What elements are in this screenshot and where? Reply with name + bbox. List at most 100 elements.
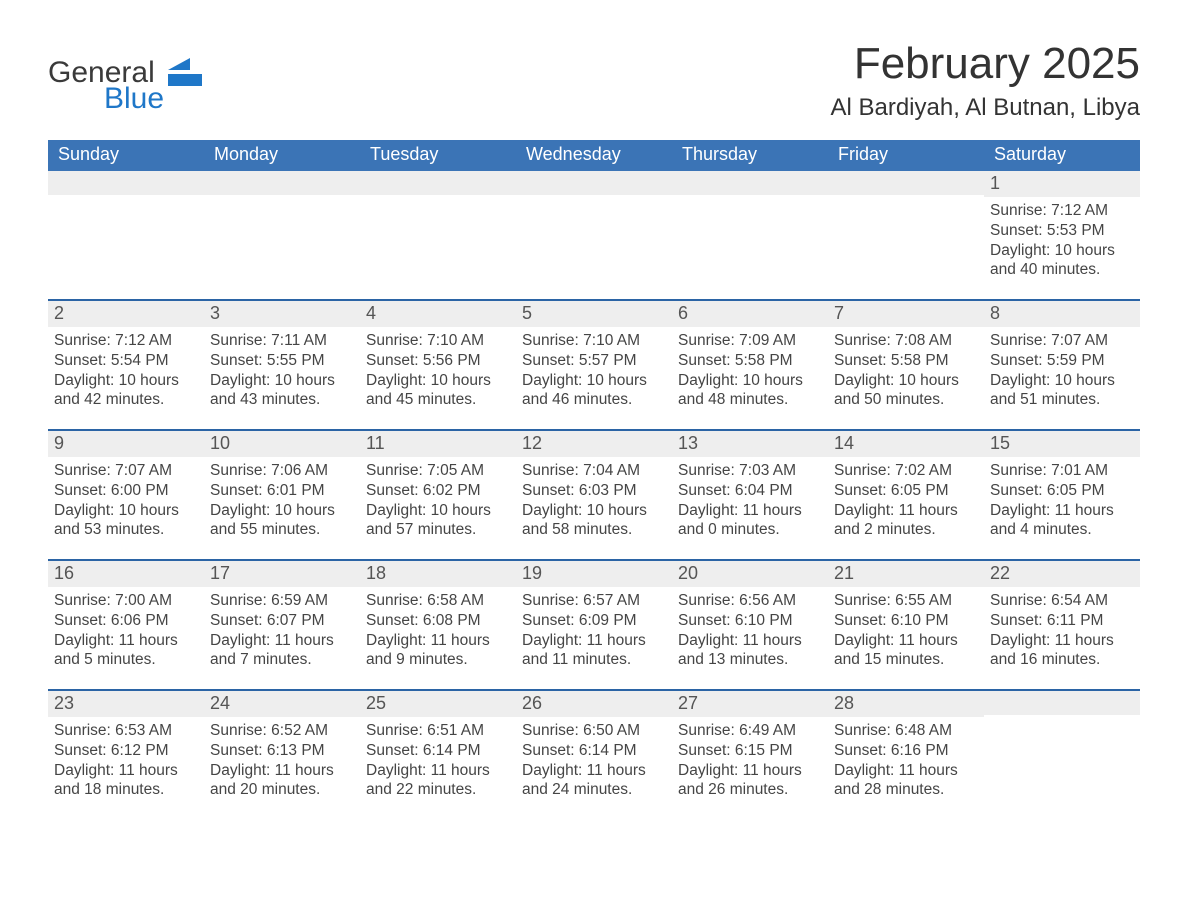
sunset-text: Sunset: 6:00 PM (54, 481, 198, 501)
sunrise-text: Sunrise: 6:57 AM (522, 591, 666, 611)
sunrise-text: Sunrise: 6:50 AM (522, 721, 666, 741)
daylight-text: Daylight: 11 hours and 16 minutes. (990, 631, 1134, 671)
sunset-text: Sunset: 5:54 PM (54, 351, 198, 371)
sunset-text: Sunset: 5:58 PM (834, 351, 978, 371)
sunset-text: Sunset: 6:03 PM (522, 481, 666, 501)
sunrise-text: Sunrise: 7:10 AM (366, 331, 510, 351)
weeks-container: 1Sunrise: 7:12 AMSunset: 5:53 PMDaylight… (48, 171, 1140, 819)
sunrise-text: Sunrise: 7:12 AM (54, 331, 198, 351)
sunset-text: Sunset: 6:11 PM (990, 611, 1134, 631)
day-cell: 26Sunrise: 6:50 AMSunset: 6:14 PMDayligh… (516, 691, 672, 819)
day-cell: 11Sunrise: 7:05 AMSunset: 6:02 PMDayligh… (360, 431, 516, 559)
day-cell: 17Sunrise: 6:59 AMSunset: 6:07 PMDayligh… (204, 561, 360, 689)
day-content: Sunrise: 7:01 AMSunset: 6:05 PMDaylight:… (984, 457, 1140, 548)
weekday-header: Tuesday (360, 140, 516, 171)
weekday-header: Sunday (48, 140, 204, 171)
logo-word2: Blue (104, 84, 164, 114)
sunset-text: Sunset: 6:07 PM (210, 611, 354, 631)
day-cell (516, 171, 672, 299)
daylight-text: Daylight: 11 hours and 2 minutes. (834, 501, 978, 541)
daylight-text: Daylight: 11 hours and 7 minutes. (210, 631, 354, 671)
day-content: Sunrise: 6:53 AMSunset: 6:12 PMDaylight:… (48, 717, 204, 808)
daylight-text: Daylight: 11 hours and 11 minutes. (522, 631, 666, 671)
day-content: Sunrise: 6:55 AMSunset: 6:10 PMDaylight:… (828, 587, 984, 678)
day-content: Sunrise: 7:10 AMSunset: 5:57 PMDaylight:… (516, 327, 672, 418)
logo-text: General Blue (48, 58, 164, 114)
day-cell: 10Sunrise: 7:06 AMSunset: 6:01 PMDayligh… (204, 431, 360, 559)
day-number: 16 (48, 561, 204, 587)
sunrise-text: Sunrise: 7:07 AM (54, 461, 198, 481)
daylight-text: Daylight: 11 hours and 0 minutes. (678, 501, 822, 541)
day-number: 21 (828, 561, 984, 587)
flag-icon (168, 58, 212, 86)
sunset-text: Sunset: 5:59 PM (990, 351, 1134, 371)
sunset-text: Sunset: 6:16 PM (834, 741, 978, 761)
sunset-text: Sunset: 6:15 PM (678, 741, 822, 761)
weekday-header: Saturday (984, 140, 1140, 171)
sunrise-text: Sunrise: 6:55 AM (834, 591, 978, 611)
sunrise-text: Sunrise: 6:56 AM (678, 591, 822, 611)
day-number: 18 (360, 561, 516, 587)
daylight-text: Daylight: 10 hours and 53 minutes. (54, 501, 198, 541)
day-number: 22 (984, 561, 1140, 587)
day-content: Sunrise: 6:57 AMSunset: 6:09 PMDaylight:… (516, 587, 672, 678)
day-number: 28 (828, 691, 984, 717)
sunrise-text: Sunrise: 7:09 AM (678, 331, 822, 351)
day-number: 23 (48, 691, 204, 717)
day-content: Sunrise: 6:58 AMSunset: 6:08 PMDaylight:… (360, 587, 516, 678)
sunrise-text: Sunrise: 7:11 AM (210, 331, 354, 351)
sunset-text: Sunset: 6:14 PM (366, 741, 510, 761)
day-number (828, 171, 984, 195)
day-cell: 23Sunrise: 6:53 AMSunset: 6:12 PMDayligh… (48, 691, 204, 819)
sunrise-text: Sunrise: 7:07 AM (990, 331, 1134, 351)
sunset-text: Sunset: 6:08 PM (366, 611, 510, 631)
day-cell: 20Sunrise: 6:56 AMSunset: 6:10 PMDayligh… (672, 561, 828, 689)
day-cell: 15Sunrise: 7:01 AMSunset: 6:05 PMDayligh… (984, 431, 1140, 559)
day-number (48, 171, 204, 195)
daylight-text: Daylight: 10 hours and 43 minutes. (210, 371, 354, 411)
daylight-text: Daylight: 10 hours and 48 minutes. (678, 371, 822, 411)
day-number: 17 (204, 561, 360, 587)
week-row: 23Sunrise: 6:53 AMSunset: 6:12 PMDayligh… (48, 689, 1140, 819)
day-number (672, 171, 828, 195)
day-cell: 28Sunrise: 6:48 AMSunset: 6:16 PMDayligh… (828, 691, 984, 819)
day-content: Sunrise: 7:07 AMSunset: 5:59 PMDaylight:… (984, 327, 1140, 418)
calendar-grid: SundayMondayTuesdayWednesdayThursdayFrid… (48, 140, 1140, 819)
day-number (516, 171, 672, 195)
day-number: 12 (516, 431, 672, 457)
page-header: General Blue February 2025 Al Bardiyah, … (48, 40, 1140, 122)
week-row: 2Sunrise: 7:12 AMSunset: 5:54 PMDaylight… (48, 299, 1140, 429)
sunset-text: Sunset: 6:01 PM (210, 481, 354, 501)
sunrise-text: Sunrise: 7:04 AM (522, 461, 666, 481)
day-cell: 25Sunrise: 6:51 AMSunset: 6:14 PMDayligh… (360, 691, 516, 819)
daylight-text: Daylight: 10 hours and 40 minutes. (990, 241, 1134, 281)
day-cell (48, 171, 204, 299)
month-title: February 2025 (830, 40, 1140, 88)
daylight-text: Daylight: 11 hours and 26 minutes. (678, 761, 822, 801)
day-cell: 9Sunrise: 7:07 AMSunset: 6:00 PMDaylight… (48, 431, 204, 559)
sunrise-text: Sunrise: 7:03 AM (678, 461, 822, 481)
weekday-header: Monday (204, 140, 360, 171)
sunrise-text: Sunrise: 7:10 AM (522, 331, 666, 351)
sunrise-text: Sunrise: 6:59 AM (210, 591, 354, 611)
day-cell: 22Sunrise: 6:54 AMSunset: 6:11 PMDayligh… (984, 561, 1140, 689)
day-cell: 6Sunrise: 7:09 AMSunset: 5:58 PMDaylight… (672, 301, 828, 429)
day-content: Sunrise: 7:02 AMSunset: 6:05 PMDaylight:… (828, 457, 984, 548)
day-cell (828, 171, 984, 299)
day-cell: 8Sunrise: 7:07 AMSunset: 5:59 PMDaylight… (984, 301, 1140, 429)
sunrise-text: Sunrise: 7:12 AM (990, 201, 1134, 221)
day-cell: 4Sunrise: 7:10 AMSunset: 5:56 PMDaylight… (360, 301, 516, 429)
sunrise-text: Sunrise: 7:01 AM (990, 461, 1134, 481)
day-content: Sunrise: 6:50 AMSunset: 6:14 PMDaylight:… (516, 717, 672, 808)
daylight-text: Daylight: 10 hours and 45 minutes. (366, 371, 510, 411)
sunset-text: Sunset: 6:05 PM (834, 481, 978, 501)
day-cell: 19Sunrise: 6:57 AMSunset: 6:09 PMDayligh… (516, 561, 672, 689)
day-cell: 1Sunrise: 7:12 AMSunset: 5:53 PMDaylight… (984, 171, 1140, 299)
sunset-text: Sunset: 5:53 PM (990, 221, 1134, 241)
day-content: Sunrise: 6:49 AMSunset: 6:15 PMDaylight:… (672, 717, 828, 808)
day-content: Sunrise: 6:59 AMSunset: 6:07 PMDaylight:… (204, 587, 360, 678)
day-cell: 16Sunrise: 7:00 AMSunset: 6:06 PMDayligh… (48, 561, 204, 689)
weekday-header: Wednesday (516, 140, 672, 171)
day-content: Sunrise: 7:12 AMSunset: 5:53 PMDaylight:… (984, 197, 1140, 288)
daylight-text: Daylight: 10 hours and 58 minutes. (522, 501, 666, 541)
